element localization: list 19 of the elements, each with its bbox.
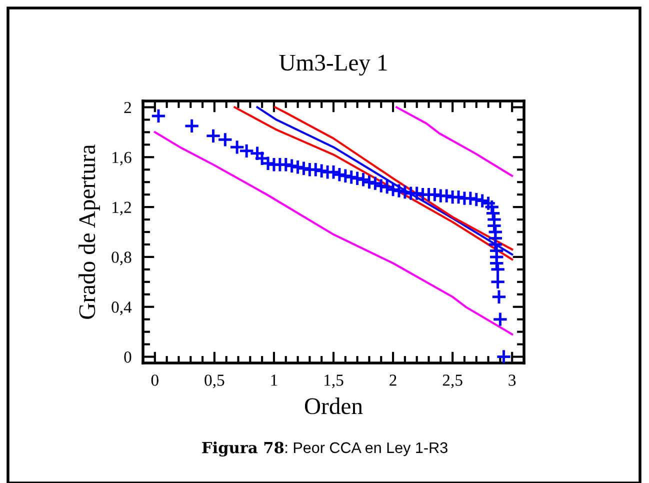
y-tick-label: 2 xyxy=(124,102,131,114)
x-tick-label: 0 xyxy=(151,374,158,386)
line-series xyxy=(396,106,514,177)
x-tick-label: 2,5 xyxy=(442,374,462,388)
y-tick-label: 0 xyxy=(124,351,132,363)
line-series xyxy=(154,131,514,336)
y-tick-label: 1,2 xyxy=(112,202,131,216)
x-tick-label: 0,5 xyxy=(204,374,224,388)
text: Figura 78: Peor CCA en Ley 1-R3 xyxy=(202,442,448,456)
x-tick-label: 3 xyxy=(508,374,516,386)
x-axis-title: Orden xyxy=(304,398,363,414)
y-tick-label: 0,4 xyxy=(112,302,132,316)
x-tick-label: 1 xyxy=(271,374,278,386)
x-tick-label: 2 xyxy=(390,374,396,386)
x-tick-label: 1,5 xyxy=(324,374,344,388)
chart-title: Um3-Ley 1 xyxy=(279,54,387,76)
y-tick-label: 0,8 xyxy=(112,252,132,266)
y-tick-label: 1,6 xyxy=(112,152,132,166)
y-axis-title: Grado de Apertura xyxy=(78,144,100,319)
